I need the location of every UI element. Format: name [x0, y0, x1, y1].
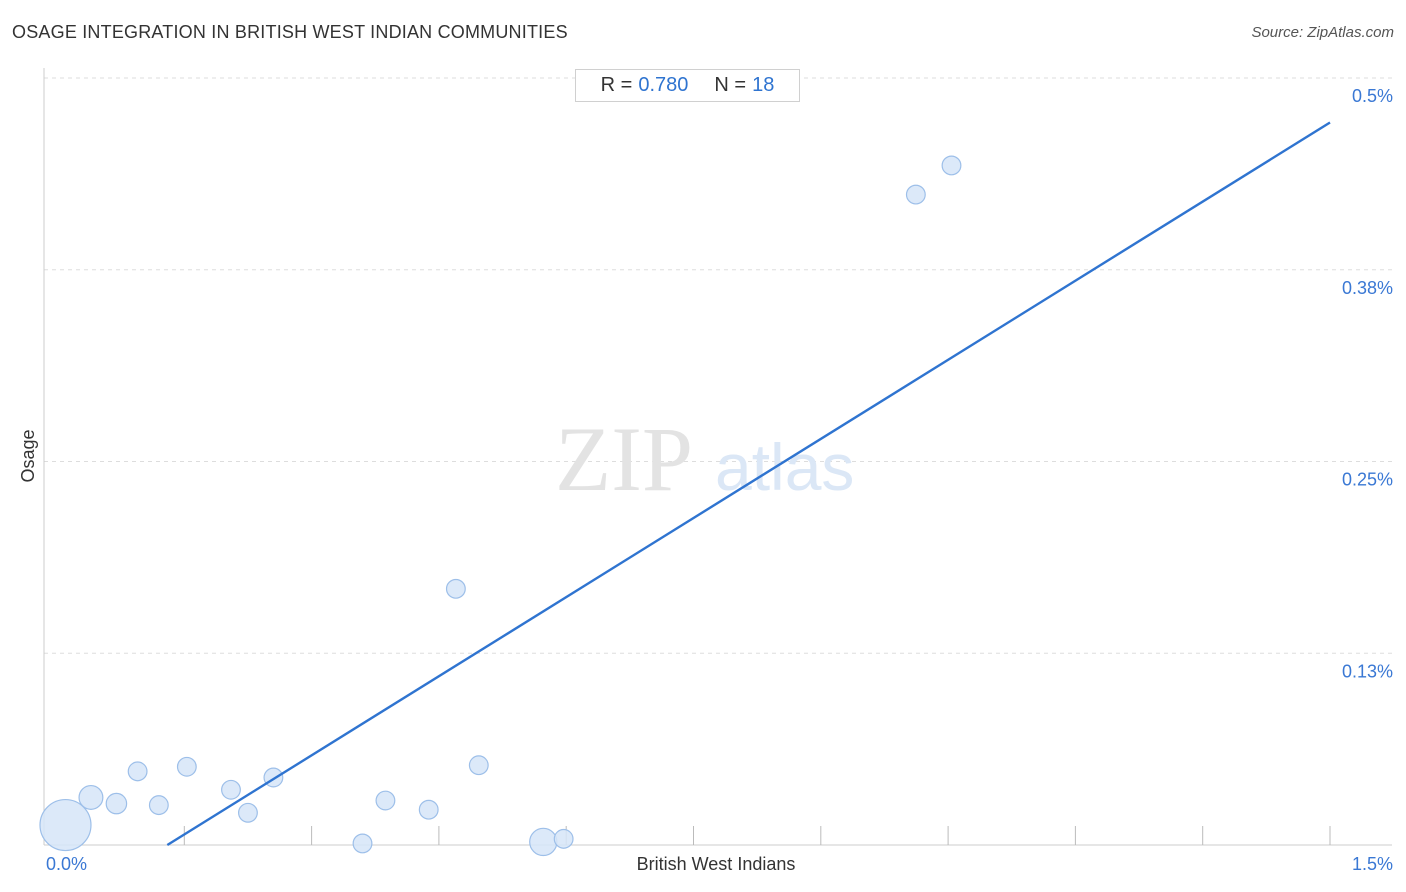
gridlines — [44, 77, 1392, 654]
y-axis-label: Osage — [18, 429, 38, 482]
data-point-16 — [905, 184, 926, 205]
chart-title: OSAGE INTEGRATION IN BRITISH WEST INDIAN… — [12, 22, 568, 42]
data-point-7 — [237, 802, 258, 823]
data-point-10 — [375, 790, 396, 811]
data-points — [39, 155, 962, 857]
source-credit: Source: ZipAtlas.com — [1251, 24, 1394, 41]
data-point-5 — [176, 756, 197, 777]
data-point-1 — [78, 784, 104, 810]
r-value: 0.780 — [638, 74, 689, 96]
watermark-zip: ZIP — [555, 408, 693, 510]
data-point-13 — [468, 755, 489, 776]
data-point-14 — [529, 827, 558, 857]
n-label: N = — [714, 74, 747, 96]
data-point-6 — [221, 779, 241, 800]
x-tick-labels: 0.0% 1.5% — [46, 854, 1393, 874]
n-value: 18 — [752, 74, 775, 96]
data-point-17 — [941, 155, 962, 176]
data-point-11 — [418, 799, 439, 820]
data-point-4 — [148, 795, 169, 816]
data-point-3 — [127, 761, 148, 782]
data-point-9 — [352, 833, 373, 854]
correlation-stats-box: R = 0.780 N = 18 — [575, 69, 800, 102]
trendline-group — [166, 121, 1331, 847]
trendline — [166, 121, 1331, 847]
y-tick-labels: 0.13% 0.25% 0.38% 0.5% — [1342, 86, 1393, 681]
x-axis-label: British West Indians — [637, 854, 796, 874]
axes — [43, 68, 1392, 846]
data-point-2 — [105, 792, 128, 815]
x-tick-label-1: 1.5% — [1352, 854, 1393, 874]
y-tick-label-1: 0.25% — [1342, 470, 1393, 490]
watermark: ZIP atlas — [555, 408, 854, 510]
y-tick-label-2: 0.38% — [1342, 278, 1393, 298]
data-point-12 — [445, 578, 466, 599]
y-tick-label-3: 0.5% — [1352, 86, 1393, 106]
watermark-atlas: atlas — [715, 430, 854, 504]
y-tick-label-0: 0.13% — [1342, 661, 1393, 681]
data-point-15 — [553, 828, 574, 849]
r-label: R = — [600, 74, 633, 96]
x-tick-label-0: 0.0% — [46, 854, 87, 874]
data-point-0 — [39, 798, 92, 852]
